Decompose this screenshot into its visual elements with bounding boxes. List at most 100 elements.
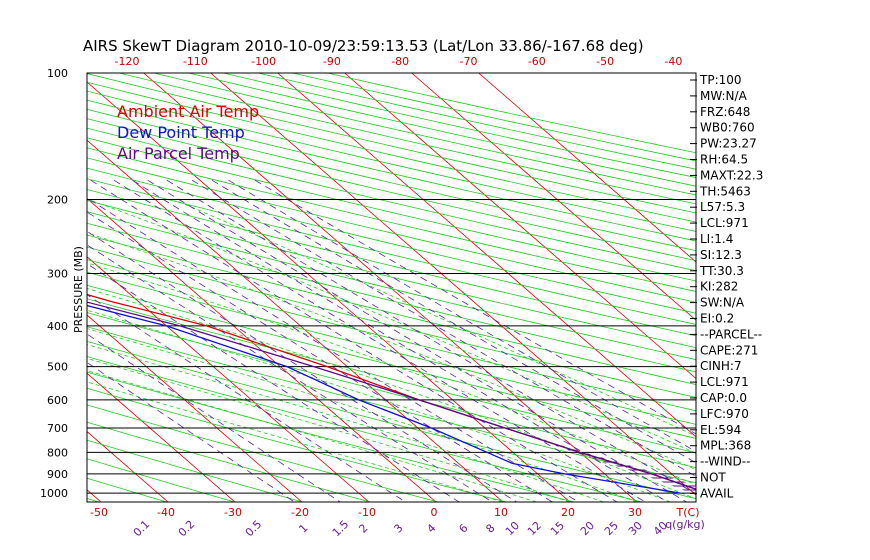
dry-adiabat-line	[87, 312, 696, 469]
mixing-ratio-line	[87, 230, 517, 502]
mixing-ratio-label: 20	[578, 519, 597, 538]
pressure-label: 800	[47, 446, 68, 459]
dry-adiabat-line	[87, 404, 439, 502]
isotherm-line	[210, 73, 696, 496]
top-tick-label: -110	[183, 55, 208, 68]
isotherm-line	[87, 139, 504, 502]
moist-adiabat-line	[87, 309, 671, 502]
mixing-ratio-line	[90, 179, 618, 502]
bottom-tick-label: -30	[224, 506, 242, 519]
mixing-ratio-label: 1.5	[330, 518, 352, 540]
index-label: TH:5463	[699, 184, 751, 198]
dry-adiabat-line	[87, 421, 371, 502]
dry-adiabat-line	[87, 246, 696, 398]
index-label: LI:1.4	[700, 232, 733, 246]
cape-area	[505, 428, 696, 494]
index-label: AVAIL	[700, 486, 734, 500]
index-label: MPL:368	[700, 439, 751, 453]
index-label: NOT	[700, 471, 726, 485]
mixing-ratio-line	[87, 263, 460, 502]
plot-frame	[86, 72, 697, 503]
mixing-ratio-label: 2	[356, 521, 370, 535]
mixing-ratio-line	[254, 179, 696, 435]
bottom-tick-unit: T(C)	[676, 506, 700, 519]
dry-adiabat-line	[327, 73, 696, 154]
index-label: MW:N/A	[700, 89, 748, 103]
mixing-ratio-line	[87, 244, 493, 502]
y-axis-label: PRESSURE (MB)	[72, 246, 85, 333]
dry-adiabat-line	[87, 147, 696, 292]
legend-entry: Air Parcel Temp	[117, 144, 240, 163]
isotherm-line	[87, 372, 236, 502]
mixing-ratio-label: 15	[548, 519, 567, 538]
bottom-temp-ticks: -50 -40 -30 -20 -10 0 10 20 30 T(C)	[90, 506, 699, 519]
top-temp-ticks: -120 -110 -100 -90 -80 -70 -60 -50 -40	[115, 55, 683, 68]
mixing-ratio-label: 0.2	[176, 518, 198, 540]
isotherm-line	[411, 73, 696, 321]
mixing-ratio-label: 0.5	[243, 518, 265, 540]
dry-adiabat-line	[87, 234, 696, 385]
top-tick-label: -70	[460, 55, 478, 68]
dry-adiabat-line	[87, 167, 696, 314]
top-tick-label: -80	[391, 55, 409, 68]
mixing-ratio-label: 10	[503, 519, 522, 538]
dry-adiabat-line	[87, 340, 696, 500]
profile-lines	[87, 293, 696, 494]
index-label: EI:0.2	[700, 312, 734, 326]
dry-adiabat-line	[87, 259, 696, 412]
mixing-ratio-line	[113, 179, 646, 502]
mixing-ratio-label: 3	[391, 521, 405, 535]
moist-adiabat-line	[87, 381, 504, 502]
index-label: TP:100	[699, 73, 742, 87]
dry-adiabat-line	[87, 157, 696, 303]
isotherm-line	[344, 73, 696, 380]
legend: Ambient Air Temp Dew Point Temp Air Parcel…	[117, 102, 259, 163]
index-label: TT:30.3	[699, 264, 744, 278]
index-label: FRZ:648	[700, 105, 750, 119]
cape-shading	[505, 428, 696, 494]
pressure-label: 1000	[40, 487, 68, 500]
mixing-ratio-line	[87, 333, 341, 502]
isotherm-line	[87, 489, 102, 502]
top-tick-label: -40	[664, 55, 682, 68]
moist-adiabat-line	[87, 262, 696, 486]
top-tick-label: -60	[528, 55, 546, 68]
index-label: L57:5.3	[700, 200, 745, 214]
pressure-label: 500	[47, 361, 68, 374]
mixing-ratio-unit: q(g/kg)	[665, 518, 705, 531]
mixing-ratio-line	[87, 197, 579, 502]
dry-adiabat-line	[87, 127, 696, 272]
index-label: RH:64.5	[700, 153, 748, 167]
isotherm-line	[87, 256, 370, 502]
pressure-label: 700	[47, 422, 68, 435]
moist-adiabat-line	[87, 357, 571, 502]
bottom-tick-label: 0	[431, 506, 438, 519]
moist-adiabat-line	[88, 199, 696, 454]
bottom-tick-label: -40	[157, 506, 175, 519]
mixing-ratio-label: 1	[296, 521, 310, 535]
dry-adiabat-line	[257, 73, 696, 170]
index-label: CINH:7	[700, 359, 742, 373]
mixing-ratio-label: 8	[483, 521, 497, 535]
dry-adiabat-line	[87, 189, 696, 337]
pressure-label: 100	[47, 67, 68, 80]
top-tick-label: -50	[596, 55, 614, 68]
bottom-tick-label: 10	[494, 506, 508, 519]
legend-entry: Ambient Air Temp	[117, 102, 259, 121]
isotherm-line	[143, 73, 638, 502]
plot-grid	[0, 73, 696, 502]
isotherm-line	[87, 314, 303, 502]
isotherm-line	[277, 73, 696, 438]
mixing-ratio-line	[191, 179, 696, 477]
isotherm-line	[0, 73, 34, 502]
dry-adiabat-line	[87, 439, 303, 502]
index-label: CAP:0.0	[700, 391, 747, 405]
series-line-air-parcel-temp	[87, 301, 696, 490]
dry-adiabat-line	[87, 387, 507, 502]
moist-adiabat-line	[87, 328, 638, 502]
pressure-label: 200	[47, 193, 68, 206]
dry-adiabat-line	[87, 118, 696, 262]
mixing-ratio-line	[228, 179, 696, 453]
dry-adiabat-line	[87, 298, 696, 454]
